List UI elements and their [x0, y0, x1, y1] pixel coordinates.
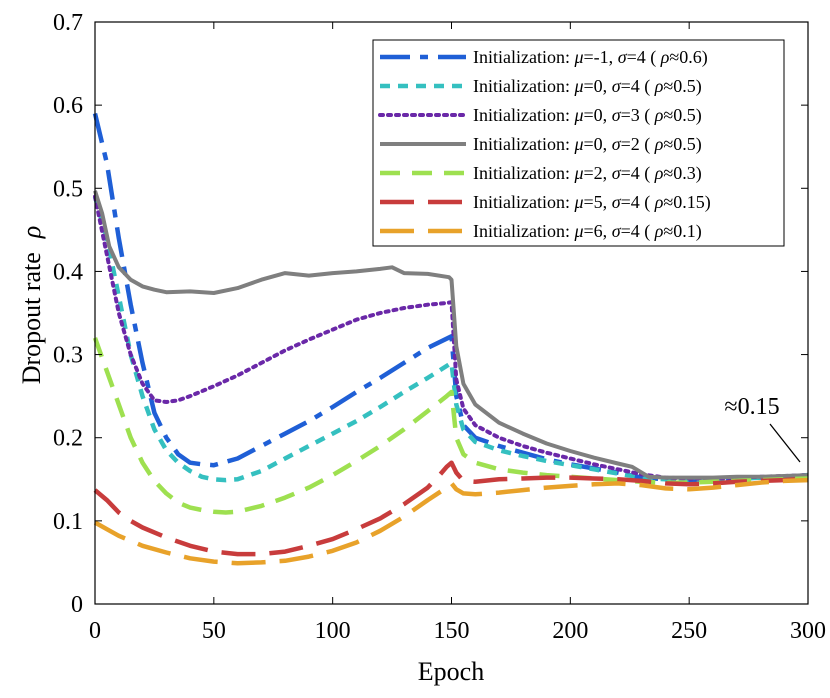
x-tick-label: 300	[790, 618, 826, 644]
x-tick-label: 100	[315, 618, 351, 644]
legend-label: Initialization: μ=0, σ=4 ( ρ≈0.5)	[473, 76, 702, 97]
x-axis-title: Epoch	[418, 657, 484, 686]
series-line-5	[92, 337, 809, 515]
legend-label: Initialization: μ=-1, σ=4 ( ρ≈0.6)	[473, 47, 708, 68]
annotation-leader-line	[769, 423, 801, 463]
series-line-6	[93, 460, 809, 557]
y-axis-title: Dropout rate ρ	[17, 226, 46, 385]
legend-item-7: Initialization: μ=6, σ=4 ( ρ≈0.1)	[380, 221, 702, 242]
x-tick-label: 150	[434, 618, 470, 644]
annotation: ≈0.15	[724, 394, 801, 463]
y-tick-label: 0.6	[53, 93, 83, 119]
y-tick-label: 0.1	[53, 509, 83, 535]
series-line-7	[93, 477, 809, 566]
legend-label: Initialization: μ=2, σ=4 ( ρ≈0.3)	[473, 163, 702, 184]
legend: Initialization: μ=-1, σ=4 ( ρ≈0.6) Initia…	[372, 39, 785, 247]
series-layer	[92, 112, 810, 566]
legend-item-4: Initialization: μ=0, σ=2 ( ρ≈0.5)	[380, 134, 702, 155]
y-axis-title-text: Dropout rate	[17, 252, 46, 384]
ticks-layer: 0 50 100 150 200 250 300 0 0.1 0.2 0.3 0.4 0.5 0.6 0.7	[53, 10, 826, 644]
series-line-4	[93, 190, 809, 480]
series-line-1	[92, 112, 809, 483]
x-tick-label: 0	[89, 618, 101, 644]
legend-item-6: Initialization: μ=5, σ=4 ( ρ≈0.15)	[380, 192, 711, 213]
x-tick-label: 50	[202, 618, 226, 644]
series-line-2	[92, 195, 809, 483]
legend-label: Initialization: μ=0, σ=3 ( ρ≈0.5)	[473, 105, 702, 126]
y-axis-title-symbol: ρ	[17, 226, 46, 239]
legend-item-5: Initialization: μ=2, σ=4 ( ρ≈0.3)	[380, 163, 702, 184]
x-tick-label: 250	[671, 618, 707, 644]
legend-item-3: Initialization: μ=0, σ=3 ( ρ≈0.5)	[378, 105, 702, 126]
legend-label: Initialization: μ=5, σ=4 ( ρ≈0.15)	[473, 192, 711, 213]
y-tick-label: 0	[71, 592, 83, 618]
legend-item-2: Initialization: μ=0, σ=4 ( ρ≈0.5)	[380, 76, 702, 97]
legend-label: Initialization: μ=6, σ=4 ( ρ≈0.1)	[473, 221, 702, 242]
legend-item-1: Initialization: μ=-1, σ=4 ( ρ≈0.6)	[380, 47, 708, 68]
y-tick-label: 0.5	[53, 176, 83, 202]
x-tick-label: 200	[552, 618, 588, 644]
annotation-label: ≈0.15	[724, 394, 779, 420]
y-tick-label: 0.3	[53, 343, 83, 369]
y-tick-label: 0.4	[53, 259, 83, 285]
y-tick-label: 0.7	[53, 10, 83, 36]
svg-text:Dropout rateρ: Dropout rate ρ	[17, 226, 46, 385]
legend-label: Initialization: μ=0, σ=2 ( ρ≈0.5)	[473, 134, 702, 155]
y-tick-label: 0.2	[53, 426, 83, 452]
